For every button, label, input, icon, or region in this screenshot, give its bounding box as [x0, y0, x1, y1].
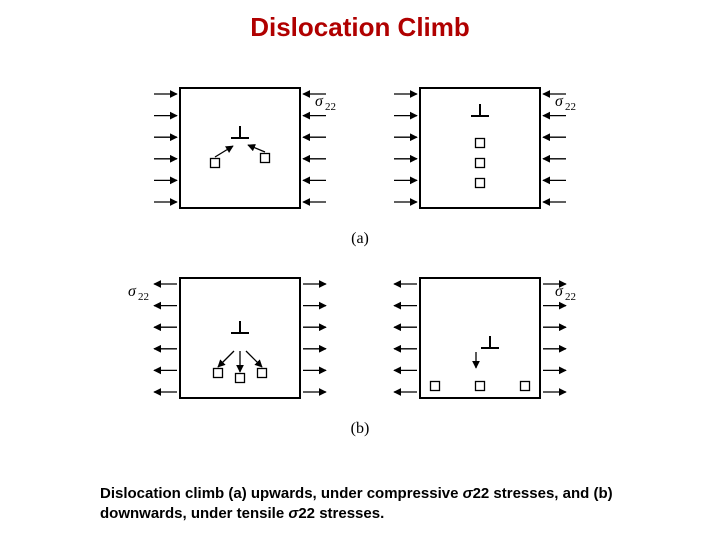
page-title: Dislocation Climb — [0, 12, 720, 43]
svg-text:σ: σ — [555, 283, 564, 300]
svg-text:22: 22 — [325, 101, 336, 113]
svg-text:σ: σ — [315, 93, 324, 110]
svg-text:22: 22 — [565, 291, 576, 303]
svg-text:(a): (a) — [351, 230, 369, 247]
svg-text:σ: σ — [128, 283, 137, 300]
sigma-sub: 22 — [473, 485, 490, 502]
diagram-figure: σ22σ22σ22σ22(a)(b) — [120, 78, 600, 458]
caption-text: stresses. — [315, 505, 384, 522]
svg-text:22: 22 — [565, 101, 576, 113]
sigma-symbol: σ — [463, 485, 473, 502]
sigma-symbol: σ — [288, 505, 298, 522]
svg-text:(b): (b) — [351, 420, 370, 437]
svg-text:σ: σ — [555, 93, 564, 110]
svg-text:22: 22 — [138, 291, 149, 303]
caption-text: Dislocation climb (a) upwards, under com… — [100, 485, 463, 502]
sigma-sub: 22 — [298, 505, 315, 522]
figure-caption: Dislocation climb (a) upwards, under com… — [100, 484, 620, 523]
